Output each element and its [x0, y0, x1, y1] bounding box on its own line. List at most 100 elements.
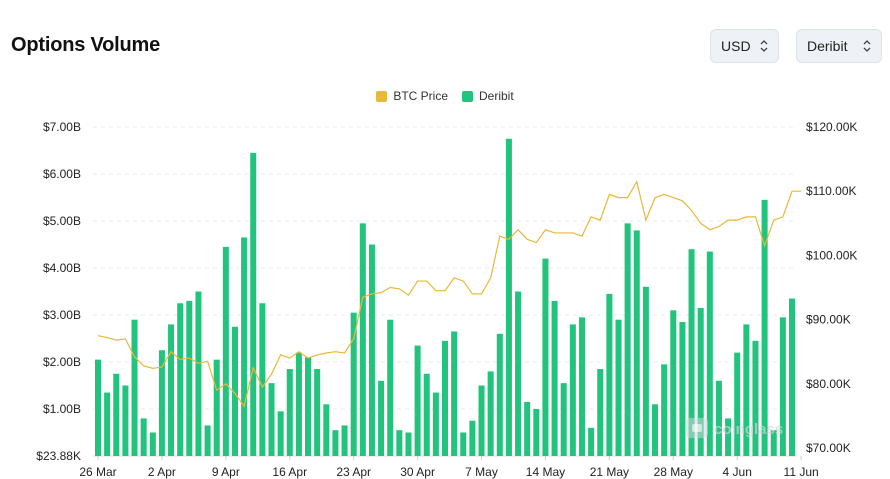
legend-item-deribit[interactable]: Deribit — [462, 89, 514, 103]
deribit-bar[interactable] — [332, 430, 339, 456]
deribit-bar[interactable] — [779, 317, 786, 456]
deribit-bar[interactable] — [652, 404, 659, 456]
deribit-bar[interactable] — [478, 385, 485, 457]
currency-select[interactable]: USD — [710, 29, 779, 63]
deribit-bar[interactable] — [378, 380, 385, 456]
legend-item-btc-price[interactable]: BTC Price — [376, 89, 448, 103]
chevron-updown-icon — [760, 40, 768, 52]
deribit-bar[interactable] — [359, 223, 366, 456]
deribit-bar[interactable] — [505, 138, 512, 456]
deribit-bar[interactable] — [697, 307, 704, 456]
deribit-bar[interactable] — [670, 310, 677, 456]
deribit-bar[interactable] — [606, 293, 613, 456]
deribit-bar[interactable] — [725, 418, 732, 456]
deribit-bar[interactable] — [94, 359, 102, 456]
deribit-bar[interactable] — [295, 352, 302, 456]
deribit-bar[interactable] — [350, 312, 357, 456]
deribit-bar[interactable] — [204, 425, 211, 456]
deribit-bar[interactable] — [186, 300, 193, 456]
deribit-bar[interactable] — [158, 350, 165, 456]
deribit-bar[interactable] — [305, 357, 312, 456]
deribit-bar[interactable] — [734, 352, 741, 456]
y-right-tick-label: $120.00K — [806, 120, 857, 134]
deribit-bar[interactable] — [259, 303, 266, 456]
y-right-tick-label: $70.00K — [806, 441, 851, 455]
deribit-bar[interactable] — [441, 340, 449, 456]
deribit-bar[interactable] — [241, 237, 248, 456]
deribit-bar[interactable] — [122, 385, 129, 457]
deribit-bar[interactable] — [131, 319, 138, 456]
deribit-bar[interactable] — [624, 223, 631, 456]
deribit-bar[interactable] — [542, 258, 549, 456]
deribit-bar[interactable] — [496, 333, 503, 456]
deribit-bar[interactable] — [250, 152, 257, 456]
deribit-bar[interactable] — [414, 345, 421, 456]
deribit-bar[interactable] — [770, 430, 777, 456]
deribit-bar[interactable] — [588, 427, 595, 456]
deribit-bar[interactable] — [268, 383, 275, 456]
deribit-bar[interactable] — [231, 326, 238, 456]
exchange-select[interactable]: Deribit — [796, 29, 882, 63]
chart-legend: BTC Price Deribit — [0, 89, 890, 103]
deribit-bar[interactable] — [679, 322, 686, 456]
deribit-bar[interactable] — [715, 380, 722, 456]
deribit-bar[interactable] — [633, 230, 640, 456]
deribit-bar[interactable] — [140, 418, 147, 456]
deribit-bar[interactable] — [551, 300, 558, 456]
y-right-tick-label: $110.00K — [806, 184, 857, 198]
deribit-bar[interactable] — [432, 392, 439, 456]
deribit-bar[interactable] — [423, 373, 430, 456]
y-axis-right: $70.00K $80.00K $90.00K $100.00K $110.00K $12… — [806, 120, 857, 455]
deribit-bar[interactable] — [213, 359, 220, 456]
x-tick-label: 28 May — [654, 465, 693, 479]
deribit-bar[interactable] — [149, 432, 156, 457]
deribit-bar[interactable] — [569, 324, 576, 456]
deribit-bar[interactable] — [113, 373, 120, 456]
deribit-bar[interactable] — [661, 364, 668, 456]
deribit-bar[interactable] — [752, 340, 759, 456]
deribit-bar[interactable] — [706, 251, 713, 456]
chevron-updown-icon — [863, 40, 871, 52]
deribit-bar[interactable] — [642, 286, 649, 456]
deribit-bar[interactable] — [560, 383, 567, 456]
deribit-bar[interactable] — [323, 404, 330, 456]
btc-price-line — [97, 179, 802, 408]
deribit-bar[interactable] — [277, 411, 284, 456]
deribit-bar[interactable] — [195, 291, 202, 457]
deribit-bar[interactable] — [396, 430, 403, 456]
deribit-bar[interactable] — [405, 432, 412, 457]
y-left-tick-label: $6.00B — [43, 167, 81, 181]
deribit-bar[interactable] — [615, 319, 622, 456]
deribit-bar[interactable] — [460, 432, 467, 457]
y-left-tick-label: $23.88K — [36, 449, 81, 463]
deribit-bar[interactable] — [524, 401, 531, 456]
deribit-bar[interactable] — [451, 331, 458, 456]
deribit-bar[interactable] — [578, 317, 585, 456]
deribit-bar[interactable] — [597, 369, 604, 456]
deribit-bar[interactable] — [487, 371, 494, 456]
x-tick-label: 14 May — [526, 465, 565, 479]
deribit-bar[interactable] — [743, 324, 750, 456]
deribit-bar[interactable] — [788, 298, 796, 456]
y-axis-left: $23.88K $1.00B $2.00B $3.00B $4.00B $5.00B $6.… — [36, 120, 81, 463]
deribit-bar[interactable] — [761, 199, 768, 456]
x-tick-label: 16 Apr — [272, 465, 307, 479]
deribit-bar[interactable] — [177, 303, 184, 456]
coinglass-logo-icon — [686, 418, 708, 438]
x-tick-label: 4 Jun — [723, 465, 752, 479]
x-tick-label: 9 Apr — [212, 465, 240, 479]
deribit-bar[interactable] — [314, 369, 321, 456]
deribit-bar[interactable] — [469, 420, 476, 456]
y-right-tick-label: $90.00K — [806, 313, 851, 327]
deribit-bar[interactable] — [104, 392, 111, 456]
deribit-bar[interactable] — [341, 425, 348, 456]
deribit-bar[interactable] — [368, 244, 375, 457]
deribit-bar[interactable] — [286, 369, 293, 456]
deribit-bar[interactable] — [515, 291, 522, 457]
y-left-tick-label: $4.00B — [43, 261, 81, 275]
deribit-bar[interactable] — [168, 324, 175, 456]
deribit-bar[interactable] — [688, 249, 695, 456]
deribit-bar[interactable] — [533, 409, 540, 456]
deribit-bar[interactable] — [222, 246, 229, 456]
deribit-bar[interactable] — [387, 319, 394, 456]
